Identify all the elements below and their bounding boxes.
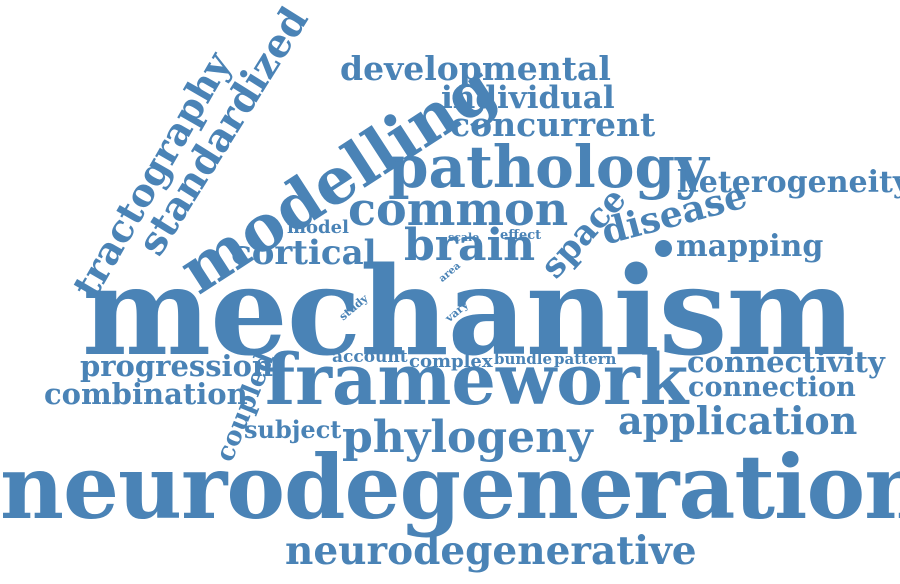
word-cortical: cortical [231, 233, 377, 273]
word-combination: combination [44, 377, 248, 411]
word-individual: individual [441, 80, 615, 116]
word-model: model [287, 217, 349, 238]
word-effect: effect [500, 228, 542, 243]
word-phylogeny: phylogeny [342, 412, 593, 463]
word-concurrent: concurrent [450, 105, 656, 144]
word-brain: brain [404, 220, 536, 271]
word-bundle: bundle [494, 350, 553, 368]
word-mechanism: mechanism [82, 239, 856, 383]
word-connectivity: connectivity [687, 345, 885, 379]
word-common: common [348, 182, 569, 236]
word-subject: subject [244, 415, 342, 444]
word-progression: progression [80, 349, 274, 383]
word-pathology: pathology [388, 133, 709, 201]
word-complex: complex [409, 351, 493, 372]
word-mapping: mapping [676, 229, 824, 264]
word-framework: framework [265, 338, 689, 421]
word-connection: connection [688, 372, 856, 403]
word-account: account [332, 347, 408, 367]
word-developmental: developmental [340, 49, 611, 88]
word-scale: scale [448, 231, 480, 244]
word-heterogeneity: heterogeneity [677, 165, 900, 200]
dot-marker [655, 240, 672, 257]
word-neurodegeneration: neurodegeneration [0, 435, 900, 539]
word-application: application [618, 398, 858, 443]
word-pattern: pattern [554, 350, 617, 368]
word-neurodegenerative: neurodegenerative [285, 528, 697, 574]
